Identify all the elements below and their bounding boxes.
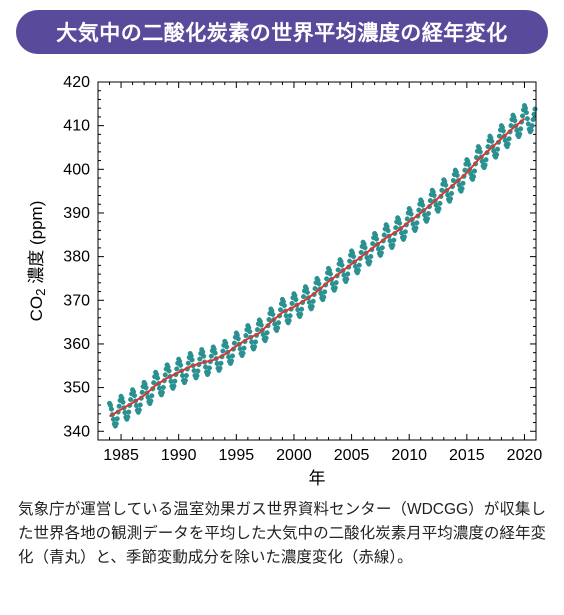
svg-text:410: 410 bbox=[63, 118, 90, 135]
svg-text:2010: 2010 bbox=[391, 447, 427, 464]
chart-caption: 気象庁が運営している温室効果ガス世界資料センター（WDCGG）が収集した世界各地… bbox=[12, 496, 552, 570]
svg-text:1985: 1985 bbox=[103, 447, 139, 464]
svg-text:2000: 2000 bbox=[276, 447, 312, 464]
svg-text:1995: 1995 bbox=[219, 447, 255, 464]
chart-svg: 1985 1990 1995 2000 2005 2010 2015 2020 340 350 36… bbox=[12, 60, 552, 490]
svg-text:400: 400 bbox=[63, 161, 90, 178]
svg-text:340: 340 bbox=[63, 423, 90, 440]
svg-text:390: 390 bbox=[63, 205, 90, 222]
svg-text:2020: 2020 bbox=[507, 447, 543, 464]
svg-text:370: 370 bbox=[63, 292, 90, 309]
svg-text:2015: 2015 bbox=[449, 447, 485, 464]
svg-text:1990: 1990 bbox=[161, 447, 197, 464]
svg-text:360: 360 bbox=[63, 336, 90, 353]
svg-text:2005: 2005 bbox=[334, 447, 370, 464]
svg-text:年: 年 bbox=[309, 469, 326, 488]
svg-text:CO2 濃度 (ppm): CO2 濃度 (ppm) bbox=[27, 201, 48, 322]
svg-text:380: 380 bbox=[63, 249, 90, 266]
co2-chart: 1985 1990 1995 2000 2005 2010 2015 2020 340 350 36… bbox=[12, 60, 552, 490]
page-title: 大気中の二酸化炭素の世界平均濃度の経年変化 bbox=[16, 10, 548, 54]
svg-text:420: 420 bbox=[63, 74, 90, 91]
svg-text:350: 350 bbox=[63, 380, 90, 397]
